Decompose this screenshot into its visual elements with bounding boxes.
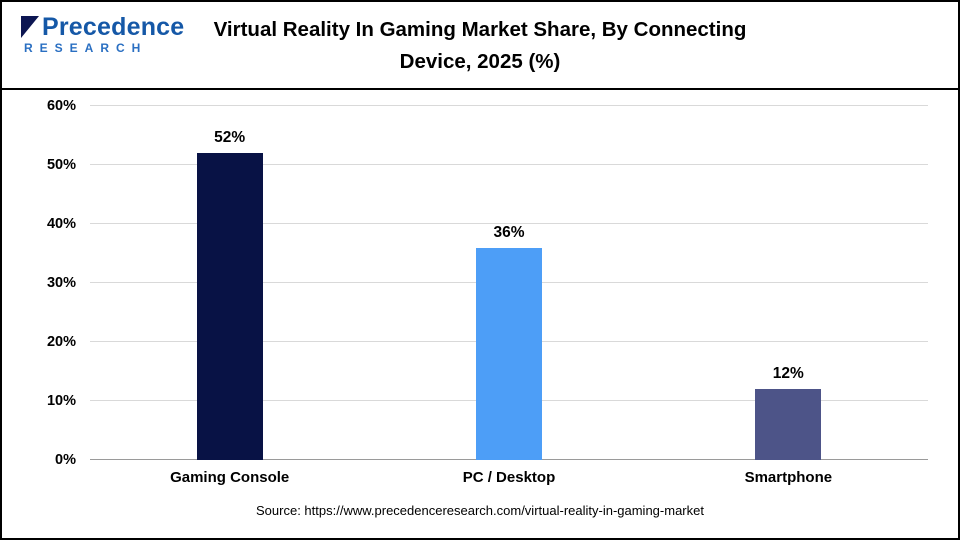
y-tick-label: 20% bbox=[46, 334, 76, 350]
logo-sub: RESEARCH bbox=[24, 41, 148, 56]
source-text: Source: https://www.precedenceresearch.c… bbox=[256, 503, 704, 518]
y-tick-label: 40% bbox=[46, 216, 76, 232]
bar-value-label: 36% bbox=[493, 223, 525, 241]
logo-triangle-icon bbox=[21, 16, 39, 39]
y-tick-label: 50% bbox=[46, 157, 76, 173]
x-category-label-gaming-console: Gaming Console bbox=[170, 469, 290, 486]
x-axis: Gaming Console PC / Desktop Smartphone bbox=[90, 460, 928, 486]
bar-gaming-console bbox=[196, 153, 263, 460]
y-tick-label: 30% bbox=[46, 275, 76, 291]
gridline bbox=[90, 223, 928, 224]
plot-area: 52% 36% 12% bbox=[90, 105, 928, 460]
logo-brand: Precedence bbox=[42, 13, 185, 41]
bar-chart: 0% 10% 20% 30% 40% 50% 60% 52% 36% 12% bbox=[2, 98, 958, 468]
bar-column-smartphone: 12% bbox=[649, 106, 928, 460]
y-tick-label: 0% bbox=[55, 452, 76, 468]
logo: Precedence RESEARCH bbox=[20, 14, 184, 55]
bar-columns: 52% 36% 12% bbox=[90, 106, 928, 460]
y-axis: 0% 10% 20% 30% 40% 50% 60% bbox=[2, 98, 90, 468]
x-category-label-smartphone: Smartphone bbox=[744, 469, 833, 486]
bar-column-pc-desktop: 36% bbox=[369, 106, 648, 460]
chart-title: Virtual Reality In Gaming Market Share, … bbox=[2, 2, 958, 78]
x-category-label-pc-desktop: PC / Desktop bbox=[462, 469, 556, 486]
bar-column-gaming-console: 52% bbox=[90, 106, 369, 460]
header: Precedence RESEARCH Virtual Reality In G… bbox=[2, 2, 958, 90]
gridline bbox=[90, 105, 928, 106]
bar-value-label: 52% bbox=[214, 129, 246, 147]
bar-value-label: 12% bbox=[772, 365, 804, 383]
y-tick-label: 60% bbox=[46, 98, 76, 114]
chart-title-line1: Virtual Reality In Gaming Market Share, … bbox=[213, 18, 747, 41]
bar-pc-desktop bbox=[475, 247, 542, 460]
bar-smartphone bbox=[755, 389, 822, 460]
gridline bbox=[90, 164, 928, 165]
chart-title-line2: Device, 2025 (%) bbox=[399, 49, 561, 73]
y-tick-label: 10% bbox=[46, 393, 76, 409]
